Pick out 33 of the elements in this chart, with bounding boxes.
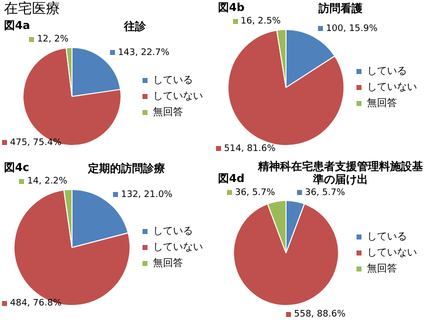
chart-title: 定期的訪問診療	[86, 162, 166, 175]
caption: 図4c	[4, 160, 30, 175]
chart-title: 訪問看護	[317, 2, 364, 15]
caption: 図4a	[4, 18, 32, 33]
data-label: 36, 5.7%	[234, 188, 276, 198]
caption: 図4d	[218, 171, 246, 186]
legend-label: 無回答	[153, 106, 183, 118]
data-label: 100, 15.9%	[326, 24, 378, 34]
legend-label: している	[153, 226, 193, 238]
data-label: 12, 2%	[37, 34, 69, 44]
data-label: 484, 76.8%	[10, 298, 62, 309]
data-label: 36, 5.7%	[304, 188, 346, 198]
data-label: 143, 22.7%	[118, 48, 170, 58]
text: 在宅医療	[4, 0, 60, 18]
chart-title: 往診	[122, 20, 147, 33]
legend-label: 無回答	[367, 262, 397, 275]
data-label: 514, 81.6%	[224, 144, 276, 154]
legend-label: していない	[153, 242, 203, 254]
data-label: 475, 75.4%	[10, 138, 62, 148]
legend-label: していない	[153, 91, 203, 102]
legend-label: 無回答	[153, 257, 183, 270]
caption: 図4b	[218, 0, 246, 15]
legend-label: している	[367, 232, 407, 243]
data-label: 132, 21.0%	[120, 190, 173, 200]
chart-title: 精神科在宅患者支援管理料施設基準の届け出	[258, 160, 423, 186]
data-label: 14, 2.2%	[27, 176, 68, 186]
data-label: 16, 2.5%	[240, 16, 282, 26]
legend-label: している	[367, 66, 407, 78]
data-label: 558, 88.6%	[294, 309, 346, 320]
legend-label: していない	[367, 248, 417, 259]
legend-label: している	[153, 75, 193, 86]
legend-label: していない	[367, 82, 417, 94]
legend-label: 無回答	[367, 97, 397, 110]
